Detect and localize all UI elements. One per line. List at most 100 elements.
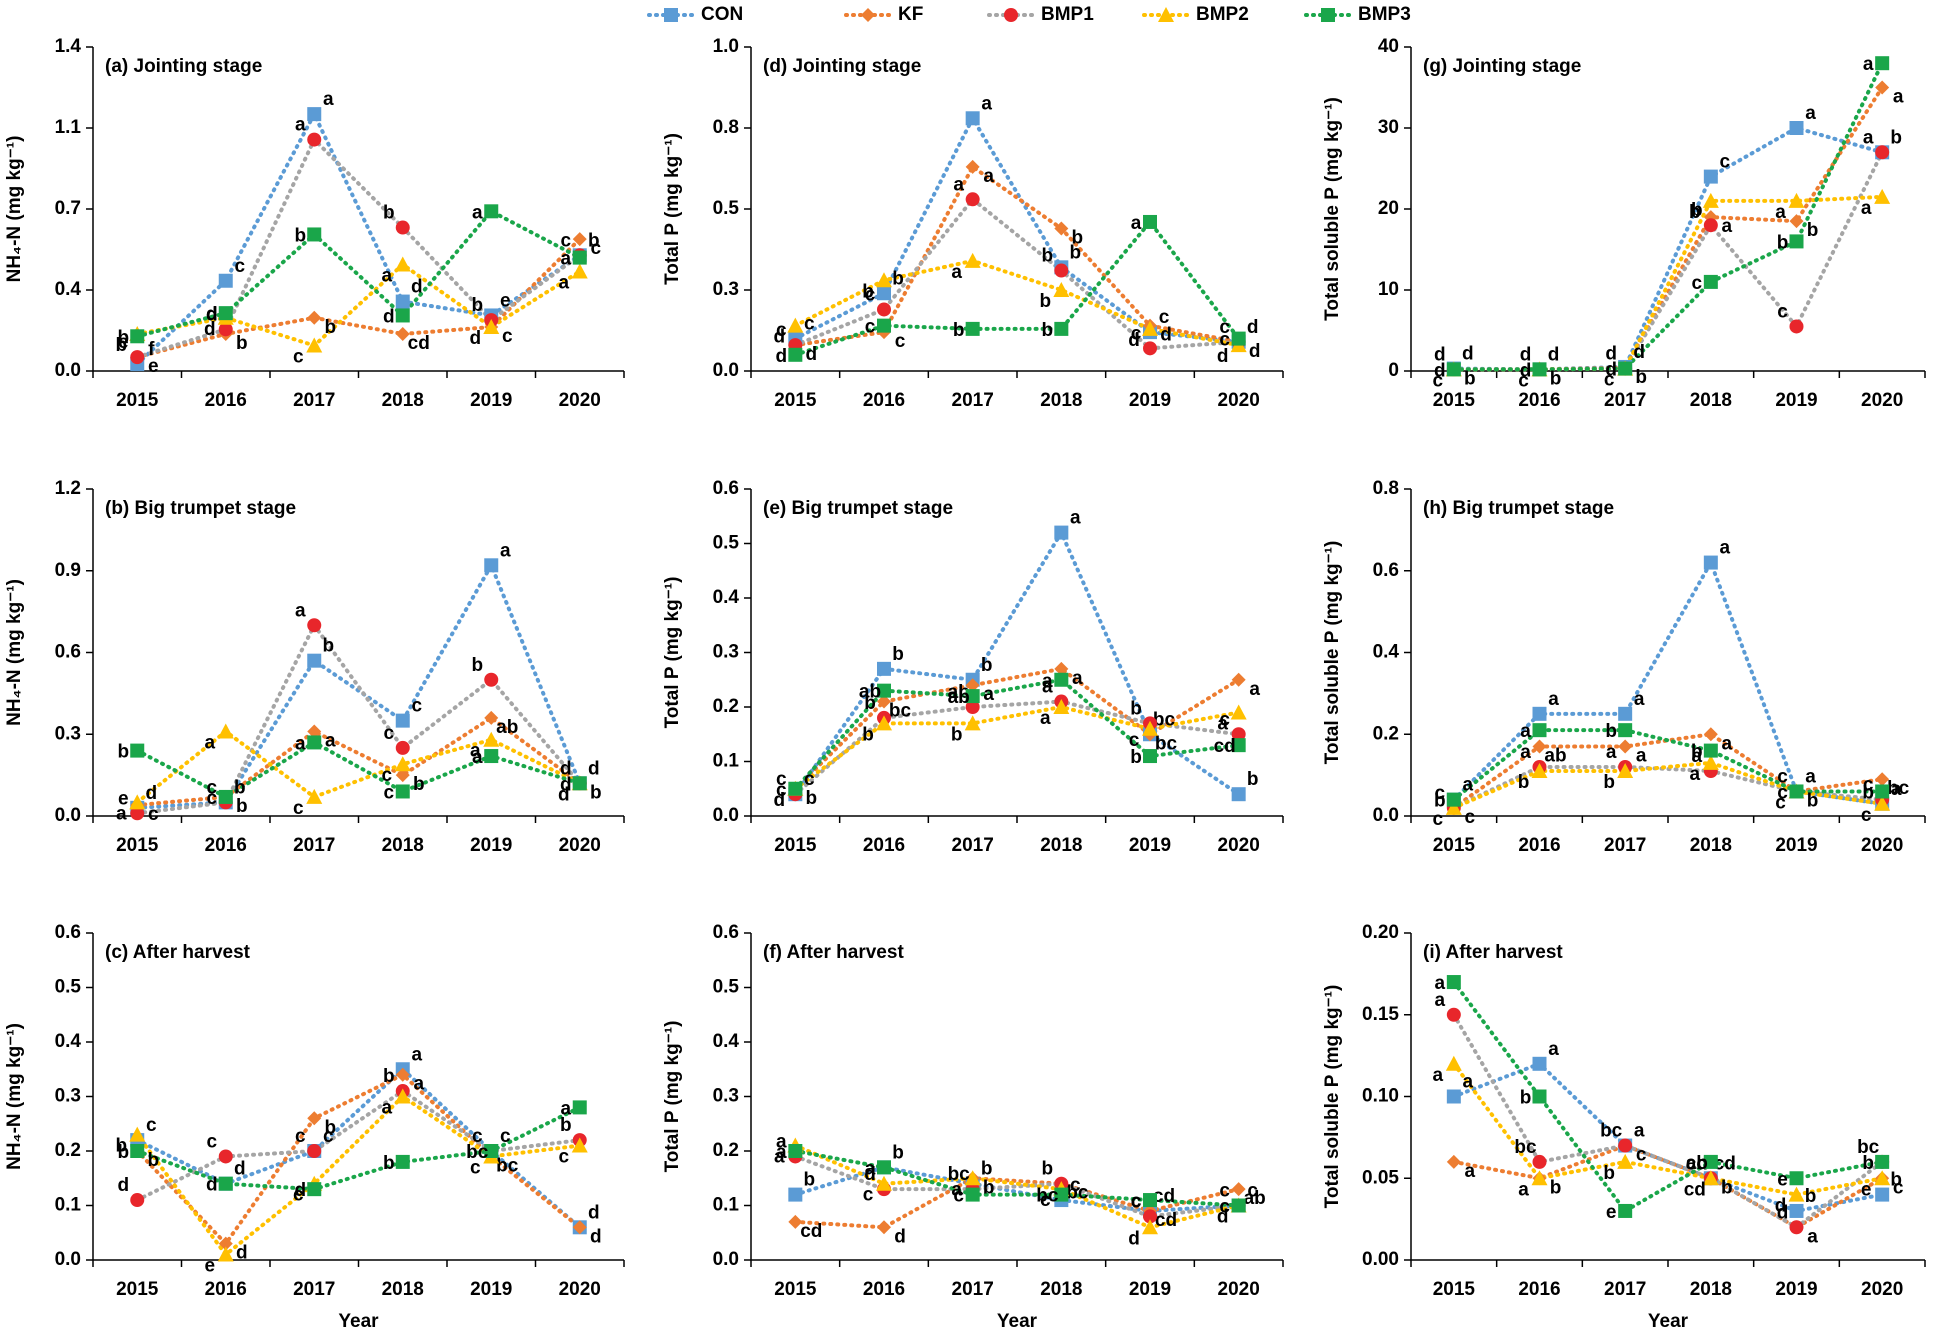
significance-letter: d — [894, 1226, 906, 1247]
significance-letter: c — [1604, 370, 1615, 391]
series-line — [1451, 732, 1885, 810]
significance-letter: cd — [1155, 1210, 1177, 1231]
data-point — [218, 322, 233, 337]
y-tick-label: 0.2 — [713, 696, 739, 717]
significance-letter: c — [383, 723, 394, 744]
significance-letter: a — [1805, 766, 1816, 787]
significance-letter: d — [411, 277, 423, 298]
x-tick-label: 2020 — [1861, 390, 1903, 411]
y-tick-label: 0.8 — [713, 117, 739, 138]
data-point — [1142, 1219, 1158, 1235]
data-point — [1143, 1209, 1157, 1224]
significance-letter: c — [1465, 807, 1476, 828]
series-line — [793, 1149, 1241, 1208]
significance-letter: c — [206, 777, 217, 798]
significance-letter: c — [1777, 301, 1788, 322]
data-point — [877, 302, 891, 317]
y-axis-label: Total soluble P (mg kg⁻¹) — [1322, 541, 1343, 765]
x-tick-label: 2018 — [382, 835, 424, 856]
data-point — [395, 740, 410, 755]
significance-letter: b — [471, 655, 483, 676]
significance-letter: b — [383, 1066, 395, 1087]
data-point — [129, 794, 146, 810]
data-point — [1445, 799, 1462, 815]
significance-letter: c — [1861, 805, 1872, 826]
significance-letter: c — [1159, 307, 1170, 328]
data-point — [877, 661, 891, 676]
significance-letter: b — [1520, 1088, 1532, 1109]
y-tick-label: 0.5 — [713, 977, 740, 998]
data-point — [877, 286, 891, 301]
significance-letter: a — [560, 1098, 571, 1119]
data-point — [395, 294, 410, 309]
significance-letter: b — [1890, 127, 1902, 148]
significance-letter: e — [148, 356, 159, 377]
data-point — [1531, 763, 1548, 779]
data-point — [395, 713, 410, 728]
x-tick-label: 2017 — [293, 390, 335, 411]
significance-letter: b — [471, 295, 483, 316]
data-point — [130, 1144, 145, 1158]
data-point — [394, 756, 411, 772]
significance-letter: bc — [1600, 1121, 1623, 1142]
significance-letter: c — [1720, 152, 1731, 173]
data-point — [964, 252, 981, 268]
significance-letter: b — [1042, 320, 1054, 341]
data-point — [484, 204, 499, 219]
series-line — [135, 1088, 582, 1203]
data-point — [1231, 787, 1246, 802]
data-point — [484, 710, 499, 725]
significance-letter: d — [776, 346, 788, 367]
significance-letter: b — [1247, 769, 1259, 790]
significance-letter: bc — [466, 1142, 489, 1163]
x-tick-label: 2015 — [116, 1279, 159, 1300]
y-tick-label: 0.4 — [1373, 642, 1400, 663]
y-tick-label: 40 — [1378, 36, 1399, 57]
data-point — [307, 132, 322, 147]
significance-letter: a — [1893, 87, 1904, 108]
significance-letter: c — [293, 798, 304, 819]
data-point — [217, 723, 234, 739]
y-tick-label: 0.3 — [713, 1086, 739, 1107]
significance-letter: c — [1129, 730, 1140, 751]
significance-letter: bc — [1514, 1137, 1537, 1158]
y-tick-label: 0.6 — [55, 642, 81, 663]
series-line — [1451, 1012, 1885, 1230]
x-tick-label: 2018 — [1040, 390, 1082, 411]
data-point — [877, 694, 891, 709]
data-point — [1874, 1170, 1891, 1186]
significance-letter: e — [1777, 1169, 1788, 1190]
data-point — [965, 700, 980, 714]
x-tick-label: 2017 — [1604, 390, 1646, 411]
significance-letter: c — [1219, 1181, 1230, 1202]
data-point — [1446, 975, 1461, 990]
significance-letter: b — [892, 1142, 904, 1163]
x-tick-label: 2018 — [1040, 835, 1082, 856]
y-tick-label: 1.1 — [55, 117, 82, 138]
significance-letter: ab — [859, 682, 881, 703]
significance-letter: a — [1042, 677, 1053, 698]
significance-letter: a — [411, 1044, 422, 1065]
significance-letter: b — [383, 203, 395, 224]
data-point — [130, 743, 145, 758]
data-point — [877, 1220, 891, 1235]
panel-title: (c) After harvest — [105, 942, 251, 963]
significance-letter: a — [1606, 742, 1617, 763]
data-point — [218, 1176, 233, 1191]
significance-letter: a — [1548, 689, 1559, 710]
data-point — [1875, 145, 1890, 160]
significance-letter: a — [472, 202, 483, 223]
significance-letter: b — [804, 1170, 816, 1191]
y-tick-label: 30 — [1378, 117, 1399, 138]
data-point — [1875, 784, 1890, 799]
data-point — [1231, 727, 1246, 742]
significance-letter: d — [774, 327, 786, 348]
significance-letter: c — [502, 326, 513, 347]
data-point — [1702, 754, 1719, 770]
significance-letter: ab — [948, 687, 970, 708]
significance-letter: a — [470, 741, 481, 762]
significance-letter: d — [588, 1202, 600, 1223]
series-line — [793, 1176, 1241, 1230]
significance-letter: b — [1130, 698, 1142, 719]
data-point — [218, 789, 233, 804]
